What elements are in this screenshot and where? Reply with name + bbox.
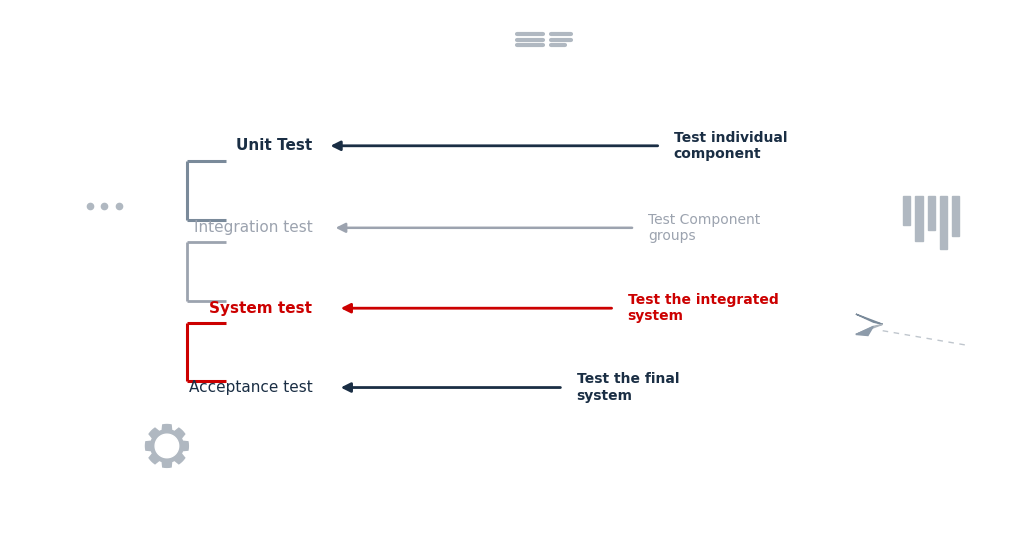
Text: Test the integrated
system: Test the integrated system	[628, 293, 778, 323]
Bar	[903, 196, 910, 225]
Bar	[940, 196, 947, 249]
Text: Test Component
groups: Test Component groups	[648, 213, 761, 243]
Polygon shape	[156, 434, 179, 458]
Text: Acceptance test: Acceptance test	[188, 380, 312, 395]
Text: Test the final
system: Test the final system	[577, 373, 679, 403]
Bar	[915, 196, 923, 241]
Polygon shape	[856, 324, 883, 334]
Polygon shape	[145, 425, 188, 467]
Bar	[952, 196, 959, 236]
Text: System test: System test	[209, 301, 312, 316]
Polygon shape	[856, 326, 873, 336]
Text: Test individual
component: Test individual component	[674, 131, 787, 161]
Text: Unit Test: Unit Test	[237, 138, 312, 153]
Bar	[928, 196, 935, 230]
Text: Integration test: Integration test	[194, 220, 312, 235]
Polygon shape	[856, 314, 883, 324]
